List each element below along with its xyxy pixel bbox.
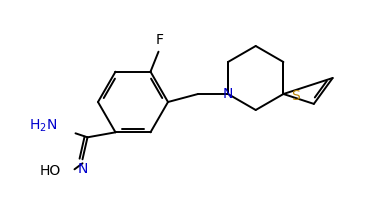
- Text: S: S: [291, 89, 300, 103]
- Text: HO: HO: [39, 164, 61, 178]
- Text: N: N: [77, 162, 88, 176]
- Text: N: N: [223, 87, 233, 101]
- Text: F: F: [155, 33, 164, 47]
- Text: H$_2$N: H$_2$N: [29, 117, 58, 134]
